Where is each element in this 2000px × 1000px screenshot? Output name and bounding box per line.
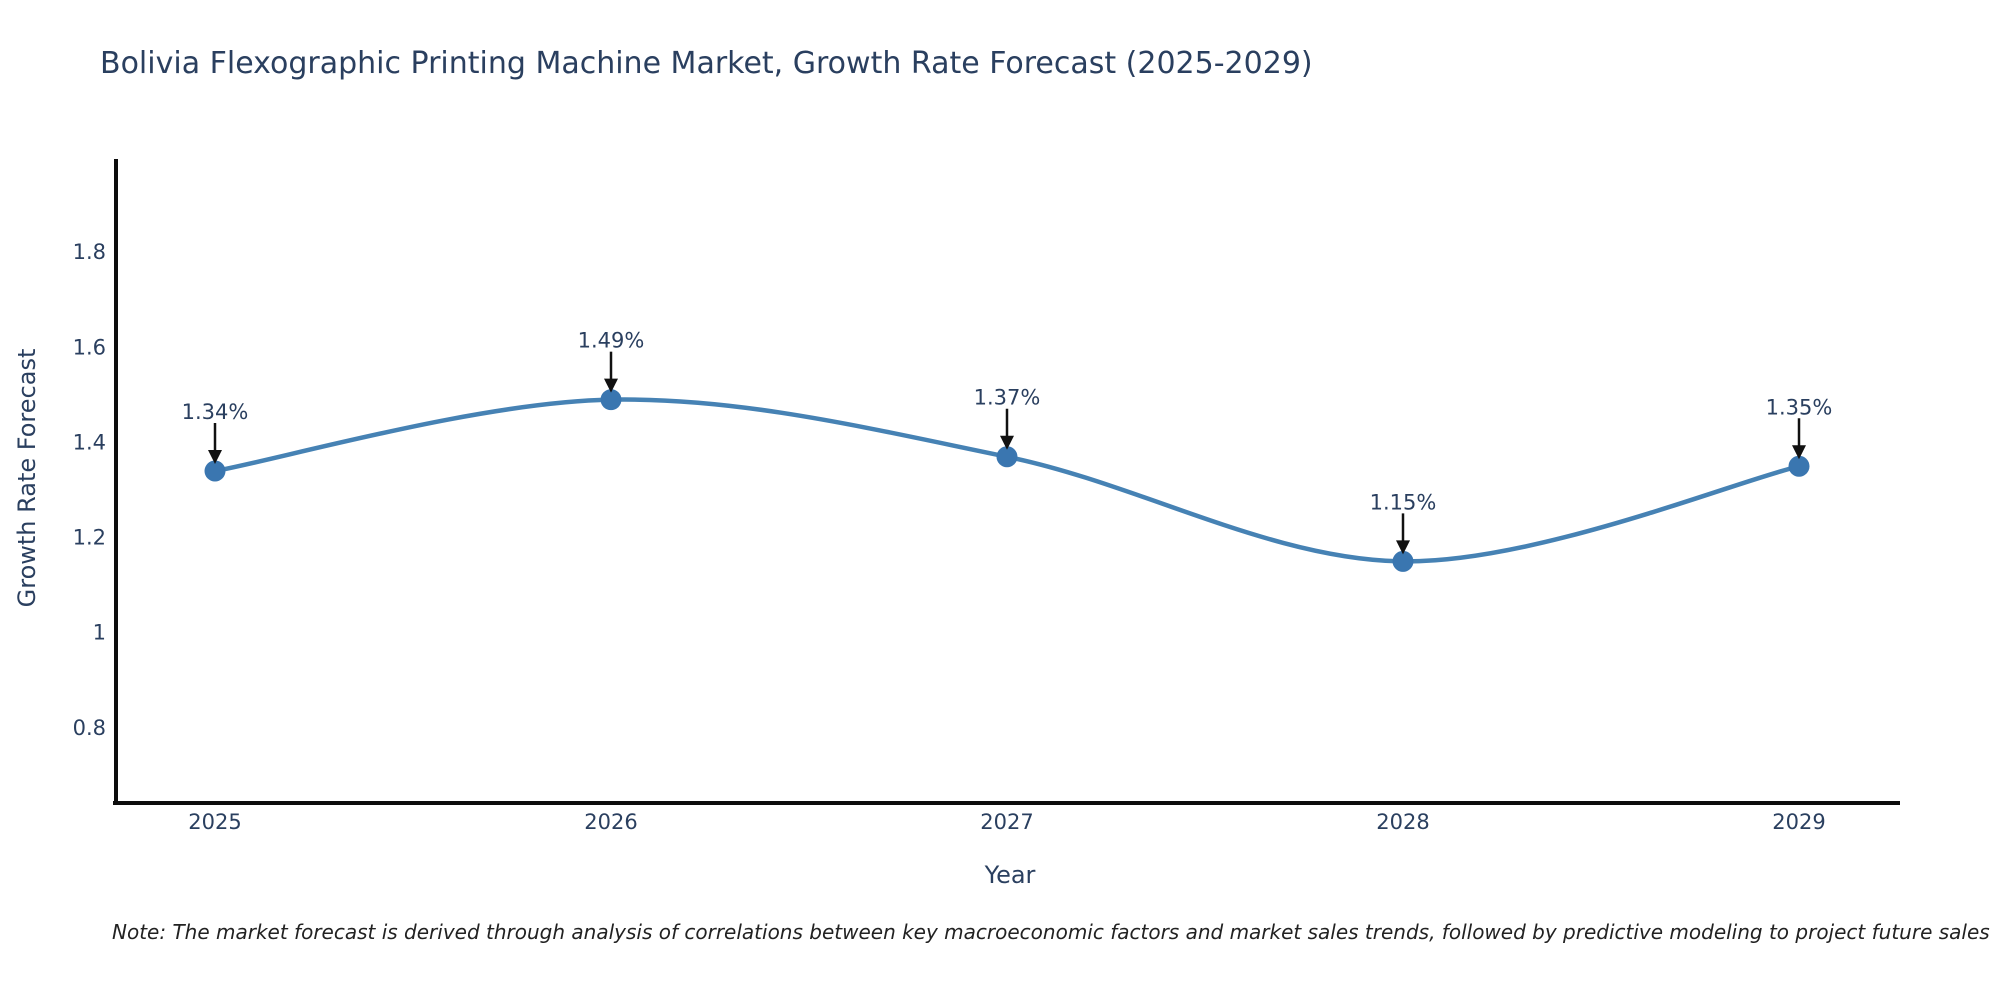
annotation-arrowhead bbox=[1792, 445, 1806, 460]
chart-title: Bolivia Flexographic Printing Machine Ma… bbox=[100, 46, 1313, 81]
point-annotation: 1.15% bbox=[1370, 490, 1437, 514]
x-tick-label: 2025 bbox=[188, 810, 241, 834]
y-tick-label: 1 bbox=[93, 621, 106, 645]
y-axis-title: Growth Rate Forecast bbox=[13, 348, 41, 608]
x-axis-title: Year bbox=[984, 861, 1036, 889]
data-point bbox=[204, 460, 226, 482]
y-tick-label: 0.8 bbox=[73, 716, 106, 740]
data-point bbox=[1392, 550, 1414, 572]
annotation-arrowhead bbox=[604, 378, 618, 393]
y-tick-label: 1.8 bbox=[73, 240, 106, 264]
point-annotation: 1.49% bbox=[578, 329, 645, 353]
annotation-arrowhead bbox=[1396, 540, 1410, 555]
y-tick-label: 1.2 bbox=[73, 526, 106, 550]
y-tick-label: 1.4 bbox=[73, 430, 106, 454]
x-tick-label: 2026 bbox=[584, 810, 637, 834]
footnote: Note: The market forecast is derived thr… bbox=[112, 920, 1990, 944]
data-point bbox=[1788, 455, 1810, 477]
annotation-arrowhead bbox=[1000, 435, 1014, 450]
point-annotation: 1.34% bbox=[182, 400, 249, 424]
y-tick-label: 1.6 bbox=[73, 335, 106, 359]
x-tick-label: 2029 bbox=[1772, 810, 1825, 834]
point-annotation: 1.35% bbox=[1766, 395, 1833, 419]
point-annotation: 1.37% bbox=[974, 386, 1041, 410]
data-point bbox=[996, 446, 1018, 468]
x-tick-label: 2027 bbox=[980, 810, 1033, 834]
data-point bbox=[600, 389, 622, 411]
x-tick-label: 2028 bbox=[1376, 810, 1429, 834]
annotation-arrowhead bbox=[208, 450, 222, 465]
